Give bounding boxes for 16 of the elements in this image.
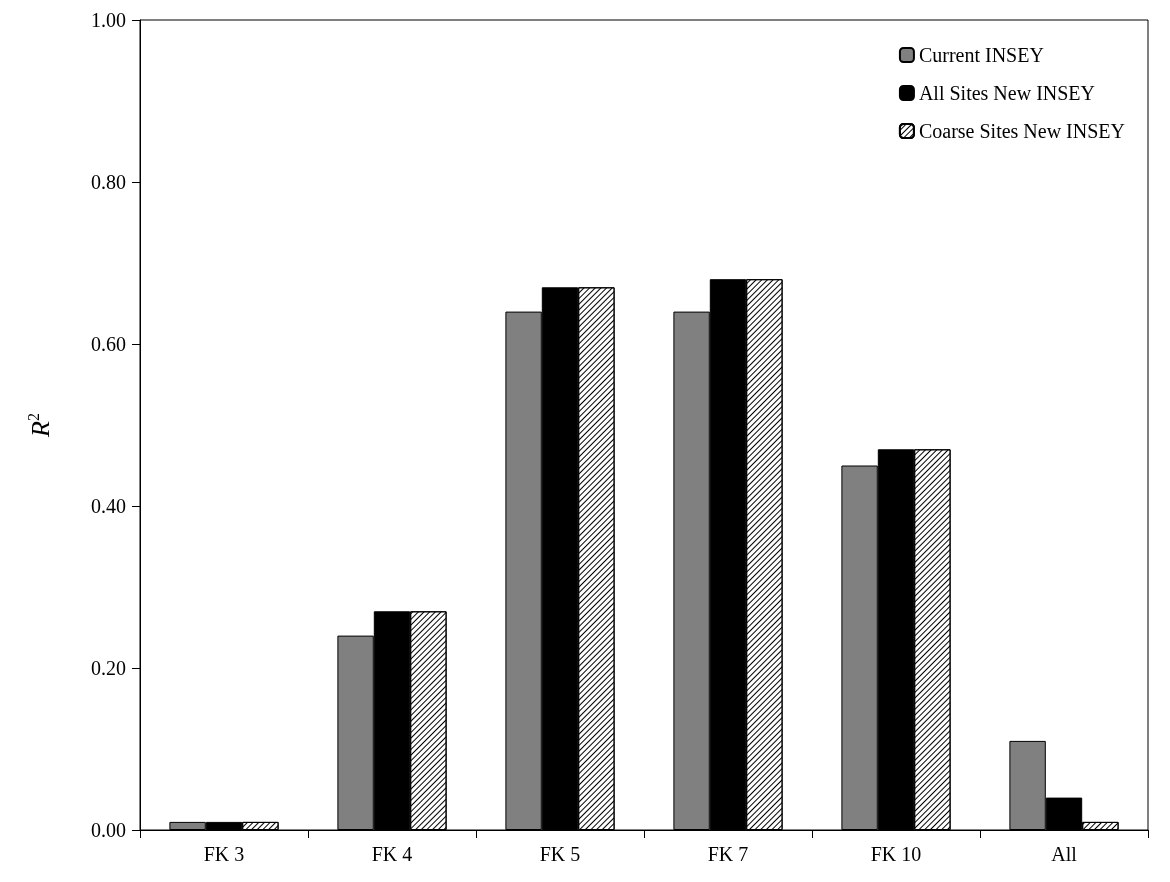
legend-label: All Sites New INSEY	[918, 82, 1096, 104]
y-tick-label: 0.00	[91, 819, 126, 841]
legend-label: Coarse Sites New INSEY	[918, 120, 1126, 142]
x-tick-label: FK 7	[707, 843, 749, 865]
x-tick-label: FK 3	[203, 843, 245, 865]
x-tick-label: FK 10	[870, 843, 922, 865]
x-tick-label: All	[1051, 843, 1078, 865]
x-tick-label: FK 5	[539, 843, 581, 865]
legend-label: Current INSEY	[918, 44, 1044, 66]
y-tick-label: 1.00	[91, 9, 126, 31]
y-tick-label: 0.40	[91, 495, 126, 517]
y-tick-label: 0.60	[91, 333, 126, 355]
y-tick-label: 0.20	[91, 657, 126, 679]
y-axis-title: R2	[24, 413, 55, 438]
x-tick-label: FK 4	[371, 843, 413, 865]
y-tick-label: 0.80	[91, 171, 126, 193]
